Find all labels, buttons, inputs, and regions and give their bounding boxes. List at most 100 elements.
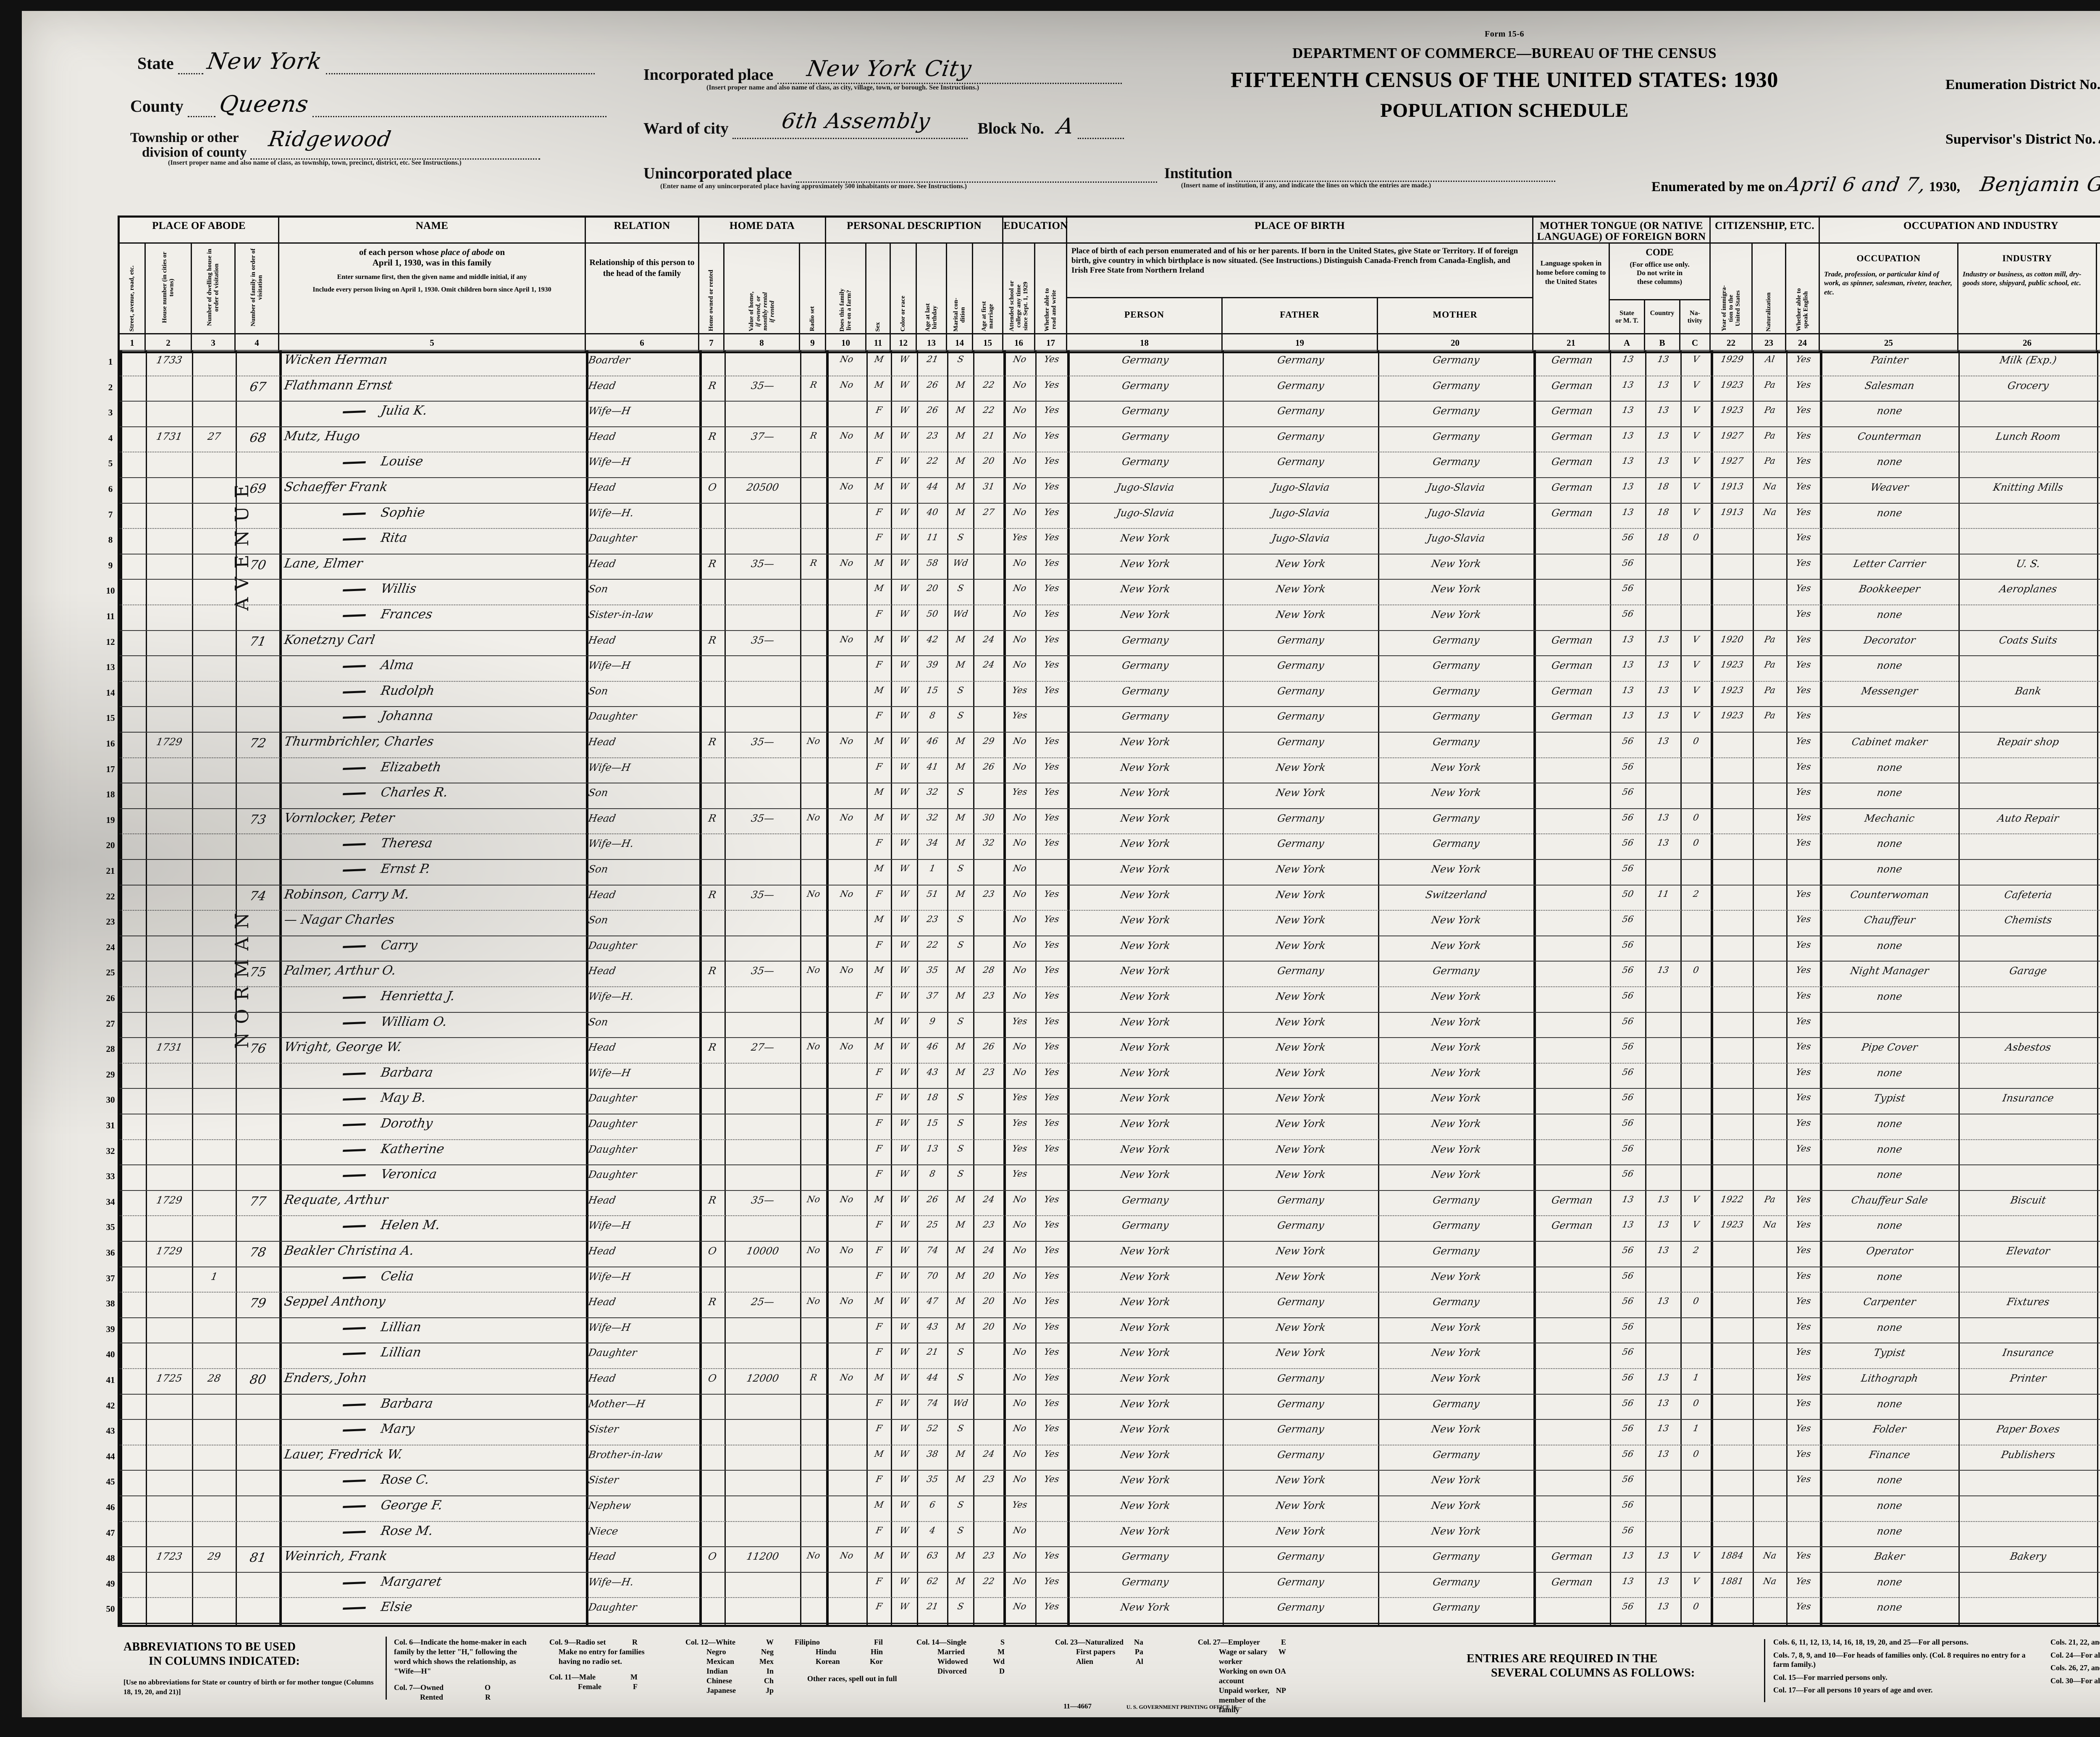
table-cell: F — [875, 1092, 883, 1103]
table-cell: 78 — [248, 1245, 268, 1260]
supervisor-district-field[interactable]: Supervisor's District No. 35 — [1945, 124, 2100, 149]
name-cell: Rita — [283, 531, 585, 545]
abbrev-note: [Use no abbreviations for State or count… — [123, 1678, 374, 1696]
table-cell: Pa — [1764, 685, 1776, 695]
row-divider — [120, 1470, 2100, 1471]
table-cell: 1913 — [1720, 481, 1744, 491]
group-relation: RELATION — [614, 220, 670, 231]
table-cell: Daughter — [587, 710, 638, 723]
table-cell: Coats Suits — [1998, 634, 2058, 646]
column-divider — [1958, 350, 1960, 1625]
table-cell: M — [955, 507, 966, 517]
table-cell: Yes — [1043, 685, 1060, 695]
township-field[interactable]: Township or other division of county Rid… — [130, 127, 540, 167]
race-code-code: In — [766, 1667, 774, 1676]
table-cell: none — [1876, 1118, 1903, 1130]
group-place-of-abode: PLACE OF ABODE — [152, 220, 246, 231]
incorporated-place-field[interactable]: Incorporated place New York City (Insert… — [643, 56, 1122, 92]
race-code-label: Col. 12—White — [685, 1638, 735, 1646]
table-cell: 9 — [929, 1016, 936, 1026]
table-cell: none — [1876, 1500, 1903, 1511]
table-cell: Yes — [1011, 685, 1028, 695]
col11-female-label: Female — [578, 1682, 601, 1691]
table-cell: Brother-in-law — [587, 1448, 664, 1461]
table-cell: W — [899, 1219, 910, 1230]
entries-title: ENTRIES ARE REQUIRED IN THE SEVERAL COLU… — [1467, 1652, 1761, 1680]
table-cell: W — [899, 1118, 910, 1128]
table-cell: New York — [1119, 1016, 1171, 1028]
marital-code-code: S — [1000, 1638, 1005, 1646]
scanned-form-sheet: State New York County Queens Township or… — [22, 11, 2100, 1717]
table-cell: 74 — [248, 888, 268, 904]
table-cell: Germany — [1432, 710, 1480, 723]
table-cell: 13 — [1621, 1219, 1635, 1230]
row-number: 20 — [106, 840, 115, 851]
table-cell: W — [899, 1474, 910, 1485]
table-cell: New York — [1119, 838, 1171, 850]
table-cell: M — [955, 991, 966, 1001]
col11-block: Col. 11—Male M Female F — [549, 1672, 663, 1692]
name-cell: Palmer, Arthur O. — [283, 963, 397, 978]
column-number: 16 — [1003, 334, 1035, 351]
table-cell: Yes — [1043, 838, 1060, 848]
table-cell: No — [1012, 1321, 1027, 1332]
print-code: 11—4667 — [1063, 1702, 1092, 1710]
table-cell: New York — [1430, 1372, 1482, 1384]
row-divider — [120, 350, 2100, 351]
table-cell: 5996 — [2099, 1245, 2100, 1257]
name-cell: Requate, Arthur — [283, 1192, 389, 1207]
institution-field[interactable]: Institution (Insert name of institution,… — [1164, 164, 1556, 189]
table-cell: V — [1692, 379, 1700, 390]
table-cell: New York — [1275, 1474, 1327, 1486]
row-divider — [120, 1368, 2100, 1369]
table-cell: 1927 — [1720, 456, 1744, 466]
table-cell: Son — [587, 685, 609, 697]
table-cell: Yes — [1795, 1245, 1812, 1255]
township-label-line1: Township or other — [130, 130, 239, 145]
table-cell: No — [839, 634, 854, 644]
table-cell: New York — [1430, 1041, 1482, 1054]
table-cell: Yes — [1043, 991, 1060, 1001]
table-cell: New York — [1119, 1525, 1171, 1537]
table-cell: W — [899, 991, 910, 1001]
table-cell: Yes — [1795, 812, 1812, 823]
table-cell: F — [875, 1067, 883, 1077]
ward-field[interactable]: Ward of city 6th Assembly Block No. A — [643, 109, 1124, 139]
table-cell: No — [839, 557, 854, 568]
table-cell: F — [875, 888, 883, 899]
table-cell: Germany — [1276, 634, 1325, 646]
col7-rented-label: Rented — [420, 1693, 443, 1702]
table-cell: New York — [1430, 1067, 1482, 1079]
table-cell: Salesman — [1864, 379, 1916, 392]
unincorporated-place-field[interactable]: Unincorporated place (Enter name of any … — [643, 164, 1158, 190]
table-cell: 1 — [1692, 1372, 1700, 1382]
name-cell: Mutz, Hugo — [283, 428, 361, 444]
table-cell: W — [899, 1169, 910, 1179]
table-cell: German — [1550, 456, 1594, 468]
table-cell: Pa — [1764, 456, 1776, 466]
row-number: 45 — [106, 1477, 115, 1487]
row-divider — [120, 1419, 2100, 1420]
table-cell: Germany — [1121, 1550, 1170, 1563]
table-cell: Yes — [1011, 1016, 1028, 1026]
table-cell: none — [1876, 1067, 1903, 1079]
col7-owned-code: O — [484, 1683, 491, 1692]
table-cell: 68 — [248, 430, 268, 445]
table-cell: New York — [1119, 1245, 1171, 1257]
table-cell: Yes — [1043, 660, 1060, 670]
table-cell: New York — [1430, 583, 1482, 595]
table-cell: 29 — [982, 736, 995, 746]
table-cell: New York — [1119, 1143, 1171, 1155]
state-field[interactable]: State New York — [137, 48, 595, 74]
table-cell: Letter Carrier — [1852, 557, 1927, 570]
table-cell: V — [1692, 1550, 1700, 1561]
table-cell: 56 — [1621, 1016, 1635, 1026]
enumeration-district-field[interactable]: Enumeration District No. 41-625 — [1945, 70, 2100, 94]
county-field[interactable]: County Queens — [130, 91, 607, 117]
entry-requirement-2: Cols. 26, 27, and 28—For all for whom an… — [2050, 1663, 2100, 1672]
table-cell: Germany — [1276, 1219, 1325, 1232]
table-cell: 58 — [926, 557, 939, 568]
table-cell: Pa — [1764, 660, 1776, 670]
township-value: Ridgewood — [267, 127, 393, 151]
enumerated-by-field[interactable]: Enumerated by me on April 6 and 7, 1930,… — [1651, 173, 2100, 196]
